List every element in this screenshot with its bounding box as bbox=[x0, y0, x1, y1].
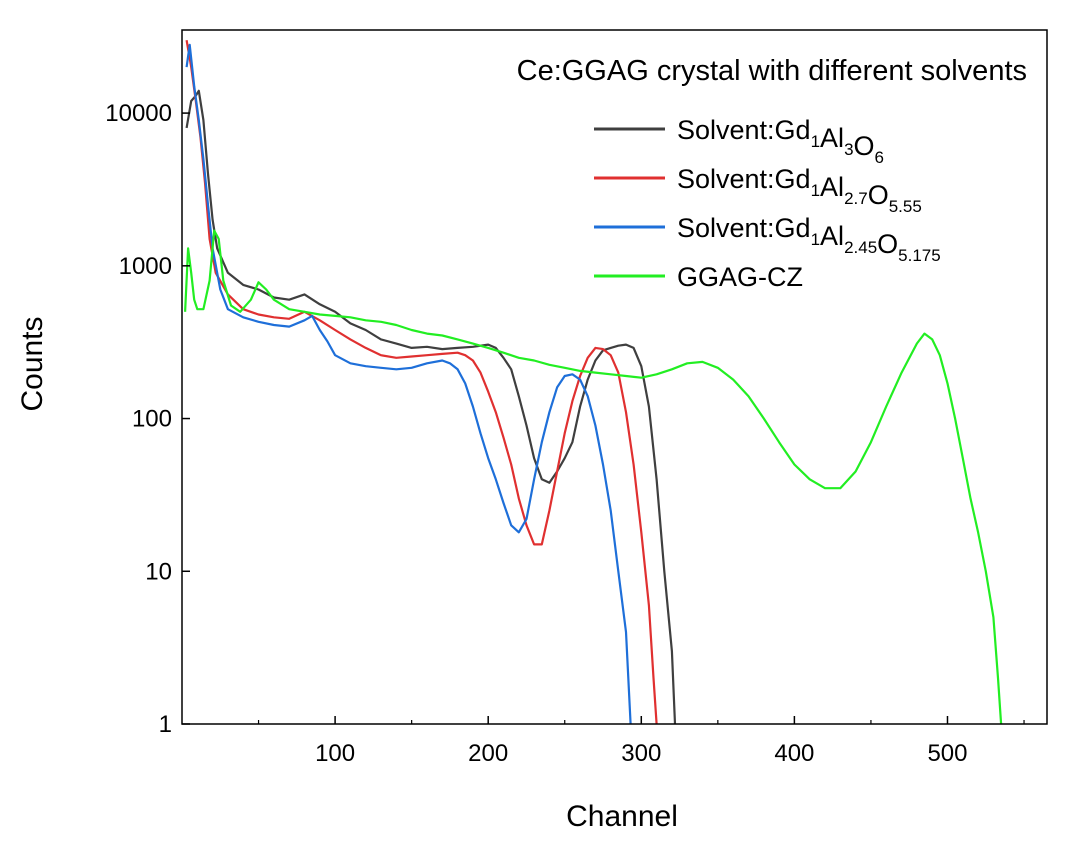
x-tick-label: 300 bbox=[621, 740, 661, 767]
legend-entry: Solvent:Gd1Al2.45O5.175 bbox=[677, 213, 941, 265]
series-line bbox=[185, 40, 658, 725]
y-axis-title: Counts bbox=[16, 316, 49, 411]
x-tick-label: 100 bbox=[315, 740, 355, 767]
series-line bbox=[184, 229, 1003, 725]
y-tick-label: 100 bbox=[132, 406, 172, 433]
plot-frame bbox=[181, 29, 1048, 725]
series-line bbox=[185, 43, 632, 725]
y-tick-label: 1000 bbox=[119, 253, 172, 280]
y-tick-label: 10000 bbox=[105, 100, 172, 127]
x-tick-label: 500 bbox=[927, 740, 967, 767]
x-tick-label: 400 bbox=[774, 740, 814, 767]
x-tick-label: 200 bbox=[468, 740, 508, 767]
plot-content bbox=[184, 40, 1003, 725]
legend: Solvent:Gd1Al3O6Solvent:Gd1Al2.7O5.55Sol… bbox=[594, 115, 941, 292]
y-axis: 1 10 100 1000 10000 bbox=[105, 100, 190, 738]
x-axis: 100 200 300 400 500 bbox=[257, 716, 1025, 767]
chart-title: Ce:GGAG crystal with different solvents bbox=[517, 55, 1027, 87]
y-tick-label: 10 bbox=[145, 558, 172, 585]
legend-entry: Solvent:Gd1Al3O6 bbox=[677, 115, 884, 167]
legend-entry: GGAG-CZ bbox=[677, 262, 803, 292]
legend-entry: Solvent:Gd1Al2.7O5.55 bbox=[677, 164, 922, 216]
series-line bbox=[185, 89, 677, 725]
x-axis-title: Channel bbox=[566, 800, 678, 833]
y-tick-label: 1 bbox=[159, 711, 172, 738]
